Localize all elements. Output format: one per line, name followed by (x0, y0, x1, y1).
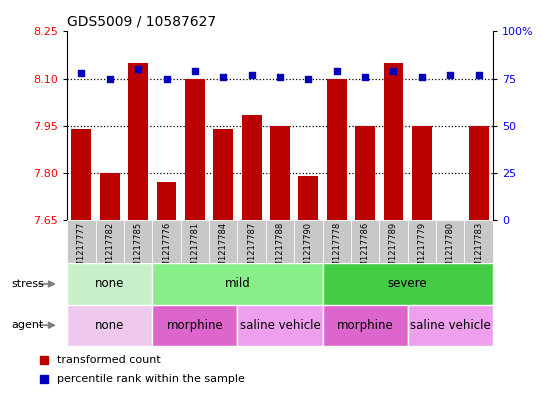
Bar (237, 220, 266, 263)
Bar (152, 305, 237, 346)
Point (134, 66, 143, 72)
Bar (185, 79, 205, 220)
Bar (355, 126, 375, 220)
Text: morphine: morphine (166, 319, 223, 332)
Bar (266, 220, 294, 263)
Bar (157, 182, 176, 220)
Point (332, 68, 341, 74)
Text: GSM1217780: GSM1217780 (446, 222, 455, 278)
Bar (323, 305, 408, 346)
Bar (213, 129, 233, 220)
Bar (408, 220, 436, 263)
Text: none: none (95, 277, 124, 290)
Text: GSM1217790: GSM1217790 (304, 222, 313, 278)
Text: GDS5009 / 10587627: GDS5009 / 10587627 (67, 15, 216, 29)
Bar (436, 220, 464, 263)
Point (247, 72, 256, 78)
Point (304, 75, 313, 82)
Text: GSM1217782: GSM1217782 (105, 222, 114, 278)
Bar (72, 129, 91, 220)
Bar (379, 220, 408, 263)
Bar (67, 305, 152, 346)
Bar (124, 220, 152, 263)
Text: GSM1217785: GSM1217785 (134, 222, 143, 278)
Bar (298, 176, 318, 220)
Bar (100, 173, 120, 220)
Text: transformed count: transformed count (57, 354, 161, 365)
Bar (412, 126, 432, 220)
Text: none: none (95, 319, 124, 332)
Bar (270, 126, 290, 220)
Text: stress: stress (11, 279, 44, 289)
Bar (96, 220, 124, 263)
Bar (237, 305, 323, 346)
Bar (181, 220, 209, 263)
Bar (152, 263, 323, 305)
Point (162, 75, 171, 82)
Text: GSM1217779: GSM1217779 (417, 222, 426, 278)
Point (219, 73, 228, 80)
Bar (323, 220, 351, 263)
Point (276, 73, 284, 80)
Point (361, 73, 370, 80)
Text: saline vehicle: saline vehicle (410, 319, 491, 332)
Text: severe: severe (388, 277, 427, 290)
Bar (351, 220, 379, 263)
Bar (464, 220, 493, 263)
Text: GSM1217784: GSM1217784 (219, 222, 228, 278)
Bar (67, 220, 96, 263)
Text: GSM1217789: GSM1217789 (389, 222, 398, 278)
Bar (152, 220, 181, 263)
Text: GSM1217788: GSM1217788 (276, 222, 284, 279)
Point (77, 70, 86, 76)
Bar (327, 79, 347, 220)
Point (389, 68, 398, 74)
Text: agent: agent (11, 320, 44, 330)
Point (474, 72, 483, 78)
Bar (67, 263, 152, 305)
Bar (294, 220, 323, 263)
Point (446, 72, 455, 78)
Text: mild: mild (225, 277, 250, 290)
Point (105, 75, 114, 82)
Text: saline vehicle: saline vehicle (240, 319, 320, 332)
Point (417, 73, 426, 80)
Bar (209, 220, 237, 263)
Point (190, 68, 199, 74)
Bar (323, 263, 493, 305)
Text: GSM1217783: GSM1217783 (474, 222, 483, 279)
Text: morphine: morphine (337, 319, 394, 332)
Bar (128, 63, 148, 220)
Bar (469, 126, 488, 220)
Text: GSM1217777: GSM1217777 (77, 222, 86, 279)
Text: GSM1217776: GSM1217776 (162, 222, 171, 279)
Text: GSM1217778: GSM1217778 (332, 222, 341, 279)
Bar (408, 305, 493, 346)
Text: GSM1217786: GSM1217786 (361, 222, 370, 279)
Text: percentile rank within the sample: percentile rank within the sample (57, 374, 245, 384)
Text: GSM1217787: GSM1217787 (247, 222, 256, 279)
Bar (384, 63, 403, 220)
Text: GSM1217781: GSM1217781 (190, 222, 199, 278)
Bar (242, 115, 262, 220)
